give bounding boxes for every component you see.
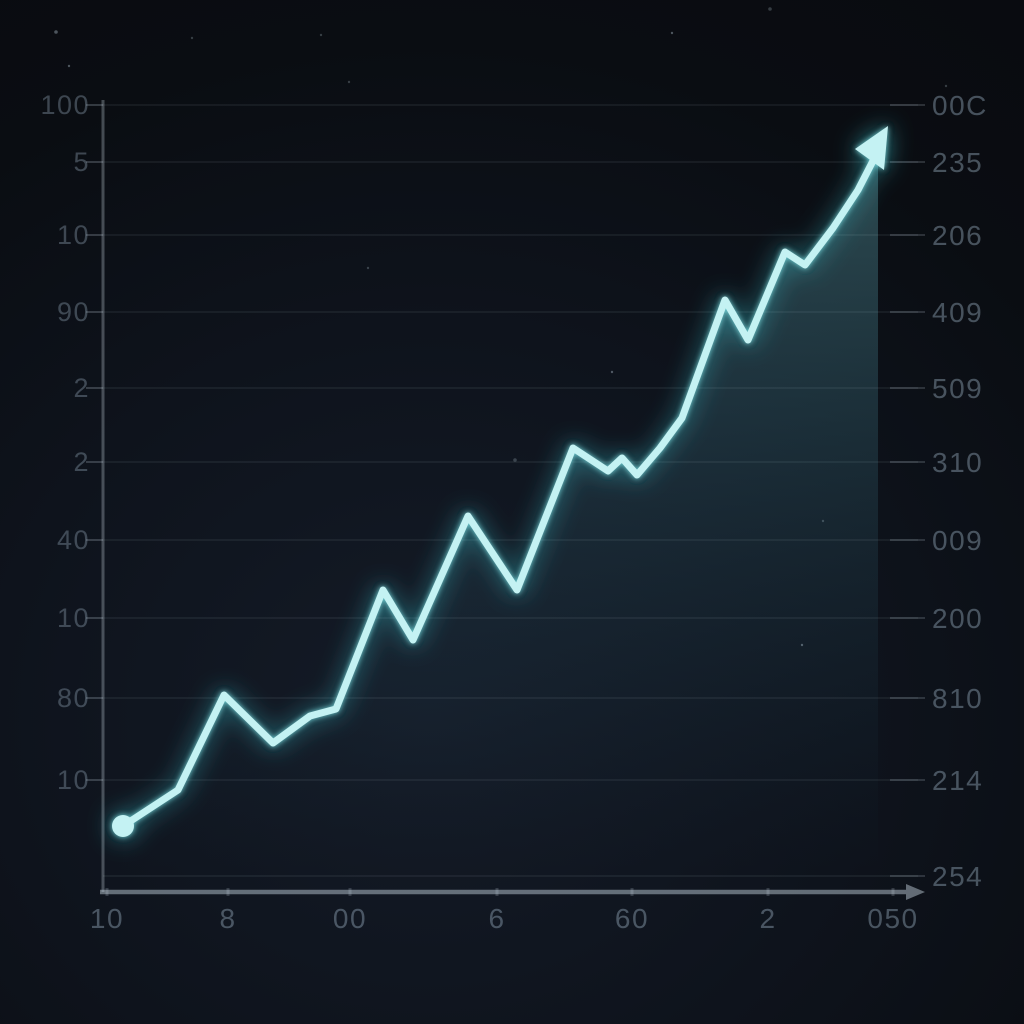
y-axis-label-left: 100 (40, 90, 90, 120)
y-axis-label-right: 810 (932, 683, 983, 714)
y-axis-label-left: 80 (57, 683, 90, 713)
x-axis-label: 60 (615, 903, 649, 934)
x-axis-arrow-icon (906, 884, 925, 900)
speck-dot (610, 370, 614, 374)
speck-dot (347, 80, 351, 84)
speck-dot (670, 31, 674, 35)
trend-arrowhead-icon (855, 126, 888, 170)
y-axis-label-left: 40 (57, 525, 90, 555)
y-axis-label-right: 509 (932, 373, 983, 404)
speck-dot (54, 30, 58, 34)
speck-dot (944, 84, 948, 88)
y-axis-label-left: 10 (57, 765, 90, 795)
background-specks (54, 7, 948, 647)
trend-line (119, 151, 880, 830)
trend-line-group (112, 126, 888, 837)
speck-dot (513, 458, 517, 462)
speck-dot (190, 36, 194, 40)
speck-dot (800, 643, 804, 647)
speck-dot (768, 7, 772, 11)
speck-dot (319, 33, 323, 37)
area-fill-polygon (123, 155, 878, 870)
y-axis-label-right: 235 (932, 147, 983, 178)
y-axis-label-right: 206 (932, 220, 983, 251)
y-axis-label-left: 5 (73, 147, 90, 177)
axes (100, 100, 925, 900)
speck-dot (821, 519, 825, 523)
x-axis-label: 6 (488, 903, 505, 934)
y-axis-label-right: 00C (932, 90, 988, 121)
x-axis-label: 10 (90, 903, 124, 934)
x-axis-label: 2 (759, 903, 776, 934)
y-axis-label-left: 2 (73, 373, 90, 403)
y-axis-label-left: 10 (57, 220, 90, 250)
axis-labels: 100 5 10 90 2 2 40 10 80 10 00C 235 206 409 509 310 009 2… (40, 90, 988, 934)
y-axis-label-right: 310 (932, 447, 983, 478)
x-axis-label: 8 (219, 903, 236, 934)
speck-dot (366, 266, 370, 270)
y-axis-label-right: 254 (932, 861, 983, 892)
y-axis-label-left: 90 (57, 297, 90, 327)
y-axis-label-left: 2 (73, 447, 90, 477)
x-axis-label: 050 (867, 903, 918, 934)
y-axis-label-left: 10 (57, 603, 90, 633)
gridlines (86, 104, 925, 877)
y-axis-label-right: 200 (932, 603, 983, 634)
start-point-dot (112, 815, 134, 837)
x-axis-label: 00 (333, 903, 367, 934)
y-axis-label-right: 409 (932, 297, 983, 328)
y-axis-label-right: 214 (932, 765, 983, 796)
y-axis-label-right: 009 (932, 525, 983, 556)
area-fill (123, 155, 878, 870)
speck-dot (67, 64, 71, 68)
